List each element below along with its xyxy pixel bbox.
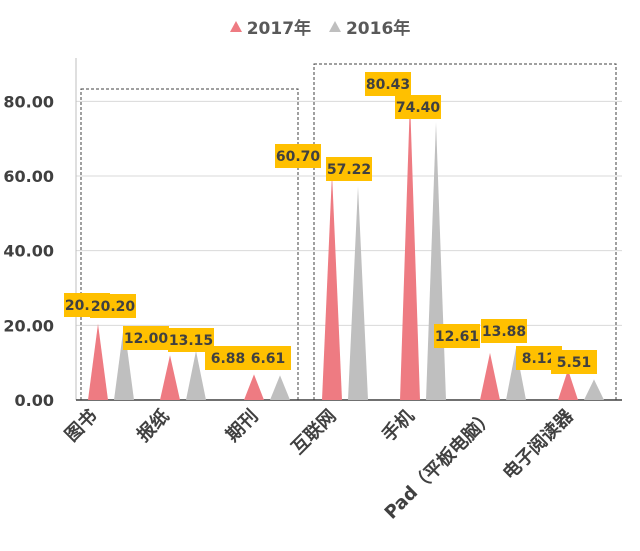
bar-2017-3: [322, 173, 342, 400]
bar-2017-5: [480, 352, 500, 400]
legend-label-2017: 2017年: [246, 19, 312, 39]
data-label-2016-1: 13.15: [169, 333, 213, 349]
data-label-2016-4: 74.40: [396, 100, 441, 116]
x-tick-label-2: 期刊: [222, 406, 262, 446]
bar-2016-1: [186, 350, 206, 400]
data-label-2016-5: 13.88: [482, 324, 526, 340]
x-tick-label-4: 手机: [378, 405, 419, 446]
bar-2017-0: [88, 323, 108, 400]
legend-item-2017: 2017年: [229, 14, 312, 39]
group-box-2: [313, 63, 617, 401]
y-tick-label-80: 80.00: [3, 92, 54, 111]
bar-2016-3: [348, 186, 368, 400]
data-label-2017-5: 12.61: [435, 329, 479, 345]
legend-label-2016: 2016年: [345, 19, 411, 39]
bar-2016-0: [114, 324, 134, 400]
x-tick-label-3: 互联网: [288, 406, 341, 459]
data-label-box-2017-5: [434, 324, 480, 348]
data-label-box-2016-6: [551, 350, 597, 374]
data-label-box-2016-4: [395, 95, 441, 119]
bar-2016-5: [506, 348, 526, 400]
legend-marker-2016: [328, 21, 341, 32]
data-label-box-2016-0: [90, 294, 136, 318]
data-label-box-2016-2: [245, 346, 291, 370]
data-label-2016-2: 6.61: [251, 351, 286, 367]
bar-2017-2: [244, 374, 264, 400]
data-label-2017-2: 6.88: [211, 351, 246, 367]
bar-2016-4: [426, 122, 446, 401]
y-tick-label-40: 40.00: [3, 242, 54, 261]
data-label-box-2016-3: [326, 157, 372, 181]
data-label-box-2016-5: [481, 319, 527, 343]
chart-legend: 2017年 2016年: [0, 14, 640, 39]
data-label-box-2017-4: [365, 72, 411, 96]
bar-2016-6: [584, 379, 604, 400]
data-label-2016-0: 20.20: [91, 299, 136, 315]
bar-2017-1: [160, 355, 180, 400]
x-tick-label-1: 报纸: [133, 405, 174, 446]
data-label-2016-3: 57.22: [327, 162, 371, 178]
data-label-box-2017-1: [123, 326, 169, 350]
data-label-box-2017-3: [275, 144, 321, 168]
data-label-box-2016-1: [168, 328, 214, 352]
legend-marker-2017: [229, 21, 242, 32]
x-tick-label-0: 图书: [61, 406, 101, 446]
bar-2017-6: [558, 369, 578, 400]
data-label-2017-6: 8.12: [522, 351, 557, 367]
x-tick-label-6: 电子阅读器: [498, 404, 578, 484]
y-tick-label-0: 0.00: [15, 391, 54, 410]
data-label-2016-6: 5.51: [557, 355, 592, 371]
bar-2016-2: [270, 375, 290, 400]
y-tick-label-20: 20.00: [3, 316, 54, 335]
legend-item-2016: 2016年: [328, 14, 411, 39]
data-label-2017-3: 60.70: [276, 149, 321, 165]
data-label-2017-4: 80.43: [366, 77, 410, 93]
bar-2017-4: [400, 99, 420, 400]
data-label-2017-1: 12.00: [124, 331, 169, 347]
y-tick-label-60: 60.00: [3, 167, 54, 186]
